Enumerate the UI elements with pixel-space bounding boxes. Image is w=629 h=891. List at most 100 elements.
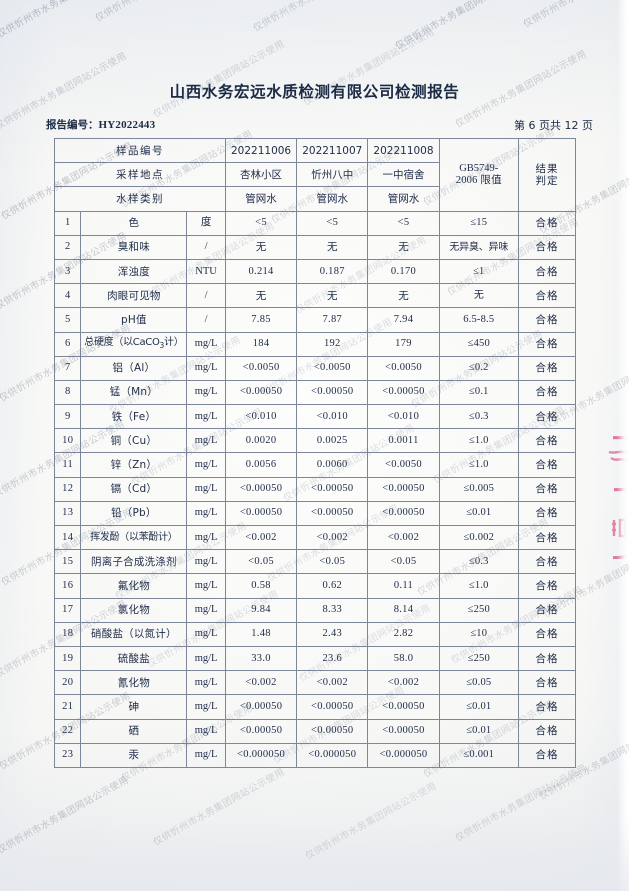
table-row: 14 挥发酚（以苯酚计） mg/L <0.002 <0.002 <0.002 ≤0.002 合… (53, 524, 577, 551)
row-index: 13 (53, 500, 82, 527)
row-verdict: 合格 (517, 307, 577, 333)
row-limit-value: ≤1.0 (438, 573, 519, 599)
row-unit: mg/L (186, 621, 226, 647)
row-sample-3-value: 0.0011 (367, 428, 440, 454)
row-parameter-name: 铁（Fe） (80, 404, 188, 430)
row-index: 16 (53, 573, 82, 599)
row-sample-3-value: 7.94 (367, 307, 440, 333)
row-sample-2-value: 7.87 (296, 307, 369, 333)
watermark-text: 仅供忻州市水务集团网站公示使用 (453, 762, 589, 845)
report-number-value: HY2022443 (98, 119, 156, 131)
table-row: 4 肉眼可见物 / 无无无无合格 (53, 283, 577, 309)
row-parameter-name: 硝酸盐（以氮计） (80, 621, 188, 647)
row-verdict: 合格 (517, 718, 577, 744)
row-verdict: 合格 (517, 379, 577, 406)
row-verdict: 合格 (517, 283, 577, 309)
header-label-2: 水样类别 (54, 186, 226, 212)
row-index: 2 (53, 234, 82, 260)
table-row: 19 硫酸盐 mg/L 33.0 23.6 58.0 ≤250 合格 (53, 645, 577, 672)
row-sample-3-value: 0.11 (367, 573, 440, 599)
row-verdict: 合格 (517, 234, 577, 260)
row-sample-2-value: <0.010 (296, 404, 369, 430)
row-parameter-name: 汞 (80, 742, 188, 768)
row-limit-value: 无异臭、异味 (438, 234, 519, 260)
row-parameter-name: 铝（Al） (80, 355, 188, 381)
header-sample-2-row-0: 202211007 (296, 137, 369, 164)
row-unit: mg/L (186, 597, 226, 623)
row-sample-1-value: 7.85 (224, 307, 298, 333)
row-sample-1-value: 1.48 (224, 621, 298, 647)
row-parameter-name: 硫酸盐 (80, 645, 188, 672)
row-sample-1-value: <0.00050 (224, 476, 298, 502)
row-sample-1-value: <0.0050 (224, 355, 298, 381)
row-limit-value: ≤15 (438, 210, 519, 236)
row-sample-3-value: <0.0050 (367, 355, 440, 381)
table-row: 7 铝（Al） mg/L <0.0050 <0.0050 <0.0050 ≤0.2 合格 (53, 355, 577, 381)
row-unit: mg/L (186, 549, 226, 575)
row-index: 9 (53, 404, 82, 430)
row-sample-1-value: 0.58 (224, 573, 298, 599)
row-sample-1-value: <0.010 (224, 404, 298, 430)
row-sample-1-value: <0.00050 (224, 694, 298, 720)
watermark-text: 仅供忻州市水务集团网站公示使用 (0, 774, 131, 857)
table-row: 3 浑浊度 NTU 0.214 0.187 0.170 ≤1 合格 (53, 258, 577, 285)
row-unit: mg/L (186, 355, 226, 381)
table-row: 22 硒 mg/L <0.00050 <0.00050 <0.00050 ≤0.01 合格 (53, 718, 577, 744)
row-sample-3-value: 无 (367, 283, 440, 309)
row-sample-1-value: 9.84 (224, 597, 298, 623)
row-verdict: 合格 (517, 621, 577, 647)
row-sample-2-value: 0.187 (296, 258, 369, 285)
row-index: 21 (53, 694, 82, 720)
row-sample-2-value: 192 (296, 331, 369, 357)
row-parameter-name: 镉（Cd） (80, 476, 188, 502)
row-sample-3-value: <5 (367, 210, 440, 236)
row-unit: mg/L (186, 670, 226, 696)
row-sample-2-value: 0.0060 (296, 452, 369, 478)
report-number: 报告编号：HY2022443 (46, 117, 155, 132)
row-parameter-name: 总硬度（以CaCO3计） (80, 331, 188, 357)
table-row: 13 铅（Pb） mg/L <0.00050 <0.00050 <0.00050 ≤0.01… (53, 500, 577, 527)
row-index: 3 (53, 258, 82, 285)
row-sample-1-value: 33.0 (224, 645, 298, 672)
row-parameter-name: 锌（Zn） (80, 452, 188, 478)
row-sample-3-value: <0.00050 (367, 500, 440, 527)
header-label-1: 采样地点 (54, 162, 226, 188)
row-parameter-name: 臭和味 (80, 234, 188, 260)
row-verdict: 合格 (517, 476, 577, 502)
row-unit: mg/L (186, 476, 226, 502)
row-sample-1-value: 0.0056 (224, 452, 298, 478)
row-limit-value: ≤0.3 (438, 404, 519, 430)
row-unit: / (186, 307, 226, 333)
row-limit-value: ≤0.05 (438, 670, 519, 696)
row-unit: mg/L (186, 645, 226, 672)
row-limit-value: ≤0.3 (438, 549, 519, 575)
row-unit: mg/L (186, 524, 226, 551)
row-index: 20 (53, 670, 82, 696)
watermark-text: 仅供忻州市水务集团网站公示使用 (520, 0, 629, 30)
row-index: 18 (53, 621, 82, 647)
official-stamp-fragment (608, 436, 628, 560)
row-verdict: 合格 (517, 428, 577, 454)
watermark-text: 仅供忻州市水务集团网站公示使用 (151, 766, 287, 849)
header-sample-1-row-2: 管网水 (224, 186, 298, 212)
row-sample-3-value: <0.000050 (367, 742, 440, 768)
table-row: 17 氯化物 mg/L 9.84 8.33 8.14 ≤250 合格 (53, 597, 577, 623)
row-parameter-name: 铅（Pb） (80, 500, 188, 527)
header-sample-3-row-0: 202211008 (367, 137, 440, 164)
row-index: 10 (53, 428, 82, 454)
row-parameter-name: 硒 (80, 718, 188, 744)
row-verdict: 合格 (517, 549, 577, 575)
header-sample-1-row-0: 202211006 (224, 137, 298, 164)
row-unit: mg/L (186, 694, 226, 720)
row-limit-value: ≤0.01 (438, 718, 519, 744)
header-sample-2-row-2: 管网水 (296, 186, 369, 212)
row-unit: / (186, 283, 226, 309)
row-sample-3-value: 179 (367, 331, 440, 357)
table-header-row: 水样类别 管网水 管网水 管网水 (54, 186, 576, 212)
row-sample-3-value: 2.82 (367, 621, 440, 647)
row-sample-2-value: 0.0025 (296, 428, 369, 454)
row-sample-2-value: <0.00050 (296, 694, 369, 720)
row-verdict: 合格 (517, 694, 577, 720)
table-header-row: 样品编号 202211006 202211007 202211008 GB5749- 20… (54, 137, 577, 212)
